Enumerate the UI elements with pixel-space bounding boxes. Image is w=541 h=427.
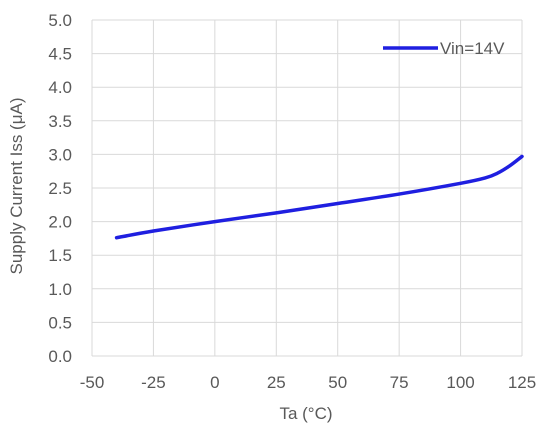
y-tick-label: 3.0 xyxy=(48,145,72,164)
y-tick-label: 2.5 xyxy=(48,179,72,198)
x-tick-label: 125 xyxy=(508,373,536,392)
x-tick-label: 25 xyxy=(267,373,286,392)
grid-lines xyxy=(91,19,523,357)
y-tick-label: 1.5 xyxy=(48,246,72,265)
y-tick-label: 5.0 xyxy=(48,11,72,30)
series-line-vin-14v xyxy=(114,154,524,240)
y-tick-label: 1.0 xyxy=(48,280,72,299)
y-tick-label: 0.0 xyxy=(48,347,72,366)
x-tick-label: 0 xyxy=(210,373,219,392)
y-tick-label: 4.5 xyxy=(48,45,72,64)
y-axis-title: Supply Current Iss (μA) xyxy=(7,97,26,274)
tick-labels: -50 -25 0 25 50 75 100 125 0.0 0.5 1.0 1.5 2.0 2.5 3.0… xyxy=(48,11,536,392)
legend: Vin=14V xyxy=(383,39,505,58)
x-tick-label: 75 xyxy=(390,373,409,392)
x-tick-label: 100 xyxy=(446,373,474,392)
x-axis-title: Ta (°C) xyxy=(279,404,332,423)
y-tick-label: 3.5 xyxy=(48,112,72,131)
x-tick-label: 50 xyxy=(328,373,347,392)
x-tick-label: -25 xyxy=(141,373,166,392)
y-tick-label: 2.0 xyxy=(48,213,72,232)
legend-label: Vin=14V xyxy=(440,39,505,58)
y-tick-label: 0.5 xyxy=(48,313,72,332)
y-tick-label: 4.0 xyxy=(48,78,72,97)
x-tick-label: -50 xyxy=(80,373,105,392)
series-lines xyxy=(114,154,524,240)
